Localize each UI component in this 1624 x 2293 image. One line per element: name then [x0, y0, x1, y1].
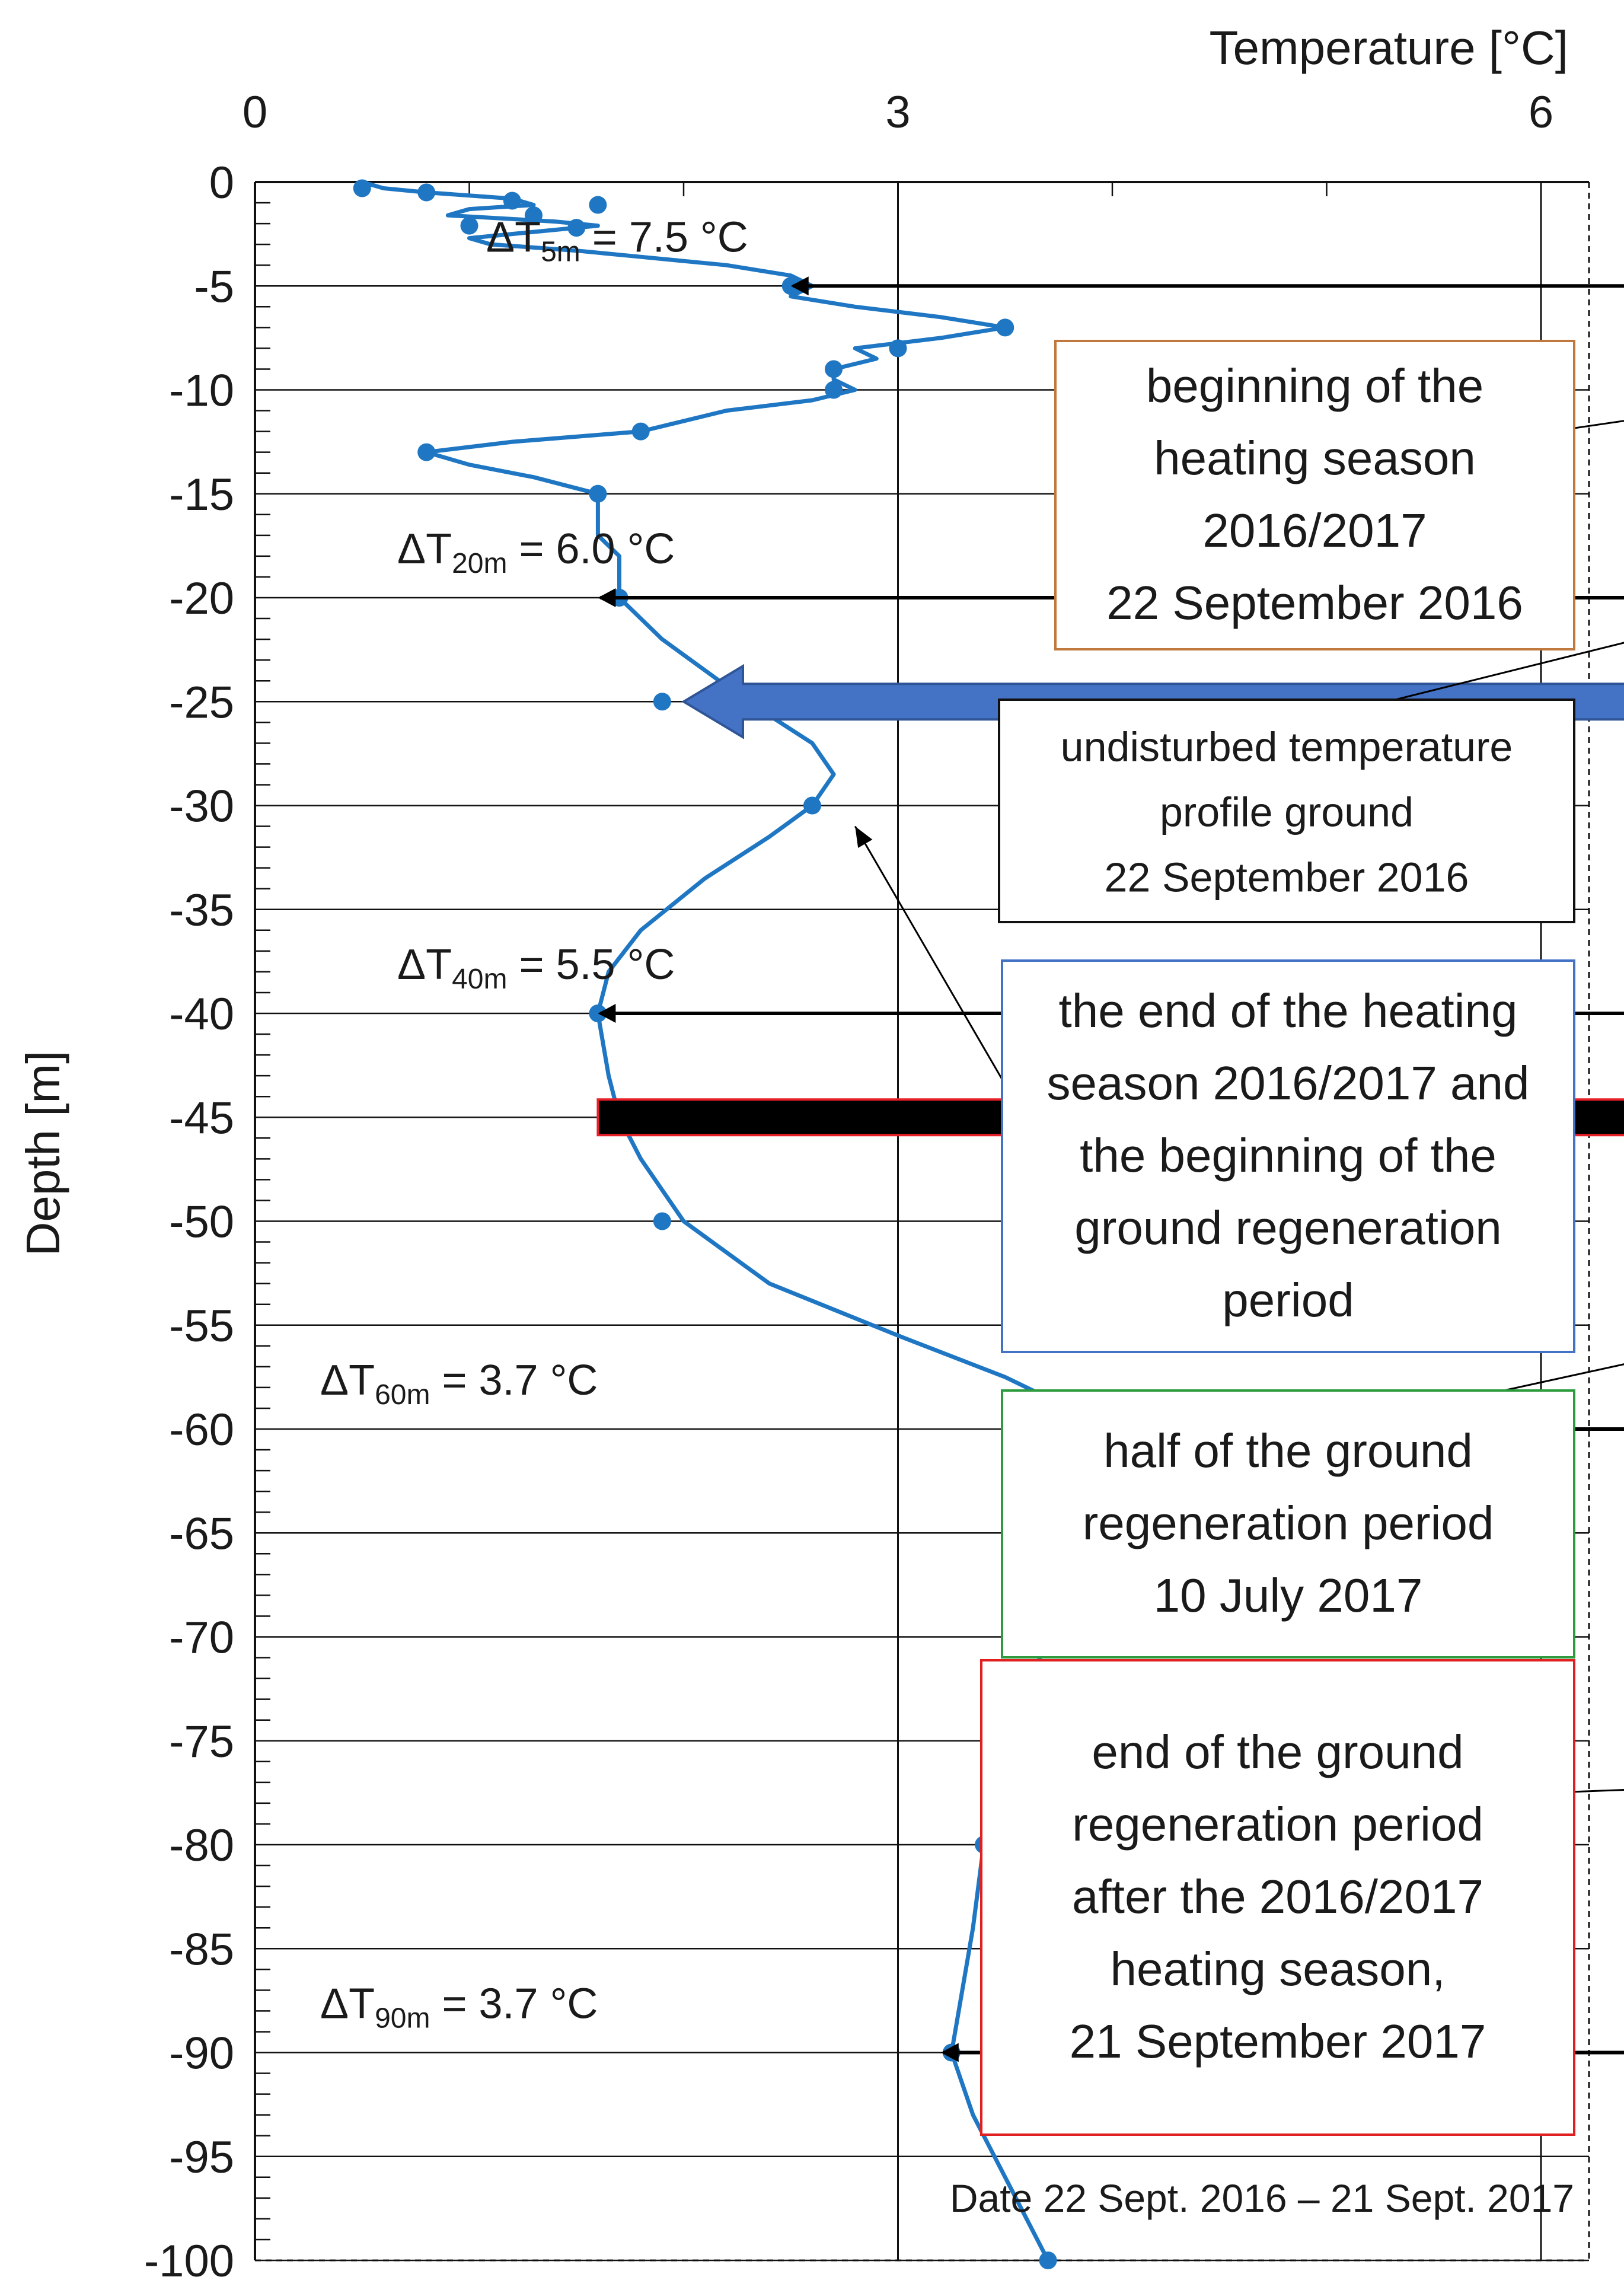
y-tick-label: -95 — [169, 2132, 234, 2183]
callout-line: the end of the heating — [1059, 984, 1518, 1037]
data-point — [825, 360, 843, 378]
callout-line: season 2016/2017 and — [1046, 1057, 1529, 1109]
arrowhead-left — [598, 1004, 616, 1023]
data-point — [503, 192, 521, 210]
callout-line: ground regeneration — [1074, 1201, 1502, 1254]
arrowhead-left — [598, 588, 616, 607]
data-point — [803, 796, 821, 815]
y-tick-label: -50 — [169, 1197, 234, 1248]
delta-label-20m: ΔT20m = 6.0 °C — [397, 525, 675, 579]
data-point — [653, 693, 671, 711]
y-tick-label: -35 — [169, 885, 234, 936]
data-point — [567, 219, 586, 237]
y-tick-label: -100 — [144, 2236, 234, 2286]
callout-line: profile ground — [1160, 789, 1414, 835]
y-tick-label: -90 — [169, 2029, 234, 2079]
y-tick-label: -40 — [169, 989, 234, 1039]
callout-box — [1001, 1389, 1575, 1659]
y-tick-label: -20 — [169, 573, 234, 624]
y-tick-label: -5 — [194, 261, 234, 312]
callout-line: beginning of the — [1146, 359, 1483, 412]
data-point — [589, 484, 607, 503]
callout-box — [980, 1659, 1575, 2136]
y-tick-label: -55 — [169, 1301, 234, 1351]
x-tick-label: 3 — [885, 87, 910, 138]
callout-line: 21 September 2017 — [1070, 2015, 1486, 2068]
delta-label-60m: ΔT60m = 3.7 °C — [320, 1357, 598, 1411]
callout-line: 22 September 2016 — [1105, 854, 1469, 901]
callout-line: 10 July 2017 — [1154, 1569, 1423, 1622]
callout-end-regeneration: end of the ground regeneration period afte… — [980, 1659, 1624, 2136]
callout-undisturbed: undisturbed temperature profile ground 22 … — [998, 642, 1624, 923]
callout-line: regeneration period — [1083, 1497, 1494, 1549]
data-point — [996, 318, 1014, 337]
callout-beginning-heating: beginning of the heating season 2016/2017 2… — [1054, 340, 1624, 650]
callout-end-heating: the end of the heating season 2016/2017 a… — [854, 825, 1575, 1353]
data-point — [1039, 2251, 1057, 2269]
callout-line: half of the ground — [1103, 1424, 1473, 1477]
y-tick-label: -70 — [169, 1613, 234, 1663]
y-tick-label: -25 — [169, 677, 234, 728]
data-point — [417, 443, 436, 461]
y-tick-label: -80 — [169, 1820, 234, 1871]
data-point — [460, 216, 478, 235]
callout-line: 22 September 2016 — [1106, 576, 1523, 629]
data-point — [631, 422, 650, 441]
y-tick-label: -45 — [169, 1093, 234, 1143]
arrowhead-left — [790, 276, 809, 296]
callout-line: the beginning of the — [1080, 1129, 1497, 1182]
callout-line: heating season, — [1111, 1943, 1446, 1995]
data-point — [825, 381, 843, 399]
y-tick-label: -85 — [169, 1924, 234, 1975]
y-axis-title: Depth [m] — [17, 1051, 69, 1256]
arrowhead-left — [940, 2043, 959, 2062]
delta-label-40m: ΔT40m = 5.5 °C — [397, 941, 675, 995]
callout-line: 2016/2017 — [1202, 504, 1427, 557]
date-range-note: Date 22 Sept. 2016 – 21 Sept. 2017 — [950, 2176, 1574, 2220]
data-point — [524, 206, 543, 225]
delta-label-90m: ΔT90m = 3.7 °C — [320, 1981, 598, 2034]
callout-line: period — [1222, 1274, 1354, 1326]
callout-line: undisturbed temperature — [1061, 724, 1513, 770]
callout-half-regeneration: half of the ground regeneration period 10 … — [1001, 1363, 1624, 1659]
y-tick-label: -65 — [169, 1509, 234, 1559]
callout-line: heating season — [1154, 432, 1476, 484]
data-point — [417, 183, 436, 202]
axes: 03691215180-5-10-15-20-25-30-35-40-45-50… — [144, 87, 1553, 2286]
callout-line: regeneration period — [1072, 1798, 1483, 1851]
callout-box — [1054, 340, 1575, 650]
y-tick-label: -15 — [169, 470, 234, 520]
y-tick-label: -60 — [169, 1405, 234, 1455]
y-tick-label: -75 — [169, 1717, 234, 1767]
plot-frame — [254, 181, 1590, 2262]
y-tick-label: 0 — [209, 158, 234, 208]
callouts: beginning of the heating season 2016/2017 2… — [854, 340, 1624, 2136]
callout-box — [998, 699, 1575, 923]
data-point — [889, 339, 907, 358]
x-axis-title: Temperature [°C] — [1209, 21, 1568, 74]
leader-line — [854, 825, 1003, 1080]
y-tick-label: -30 — [169, 782, 234, 832]
data-point — [589, 196, 607, 214]
leader-arrowhead — [855, 826, 873, 848]
x-tick-label: 6 — [1529, 87, 1553, 138]
callout-line: end of the ground — [1092, 1726, 1463, 1778]
y-tick-label: -10 — [169, 366, 234, 416]
x-tick-label: 0 — [243, 87, 267, 138]
data-point — [653, 1212, 671, 1230]
data-point — [353, 179, 371, 197]
callout-box — [1001, 959, 1575, 1353]
delta-label-5m: ΔT5m = 7.5 °C — [486, 213, 748, 267]
callout-line: after the 2016/2017 — [1072, 1870, 1483, 1923]
